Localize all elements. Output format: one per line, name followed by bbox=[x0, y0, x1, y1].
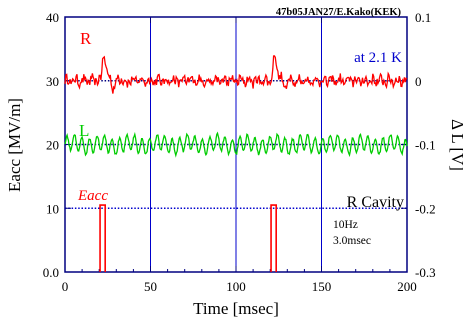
cavity-annotation: R Cavity bbox=[347, 194, 404, 211]
y-axis-title-right: Δ L [V] bbox=[448, 119, 463, 171]
temperature-annotation: at 2.1 K bbox=[354, 50, 402, 66]
y-tick-label-right: 0 bbox=[415, 74, 422, 89]
tick-layer: 0 50 100 150 200 0.0 10 20 30 40 -0.3 -0.2 -0.1 0 0.1 bbox=[43, 10, 436, 294]
y-tick-label-right: -0.1 bbox=[415, 138, 436, 153]
y-tick-label-left: 10 bbox=[46, 201, 59, 216]
series-label-r: R bbox=[80, 29, 92, 48]
series-label-eacc: Eacc bbox=[77, 188, 108, 204]
x-axis-title: Time [msec] bbox=[193, 299, 279, 318]
y-tick-label-left: 40 bbox=[46, 10, 59, 25]
stamp-label: 47b05JAN27/E.Kako(KEK) bbox=[276, 7, 402, 18]
rep-rate-annotation: 10Hz bbox=[333, 219, 358, 231]
x-tick-label: 50 bbox=[144, 279, 157, 294]
y-tick-label-left: 30 bbox=[46, 74, 59, 89]
x-tick-label: 200 bbox=[397, 279, 417, 294]
series-eacc-pulse bbox=[99, 204, 106, 272]
series-label-l: L bbox=[79, 121, 89, 140]
x-tick-label: 0 bbox=[62, 279, 69, 294]
y-tick-label-right: -0.2 bbox=[415, 201, 436, 216]
y-axis-title-left: Eacc [MV/m] bbox=[5, 98, 24, 192]
y-tick-label-right: 0.1 bbox=[415, 10, 431, 25]
series-r-line bbox=[64, 55, 408, 94]
x-tick-label: 100 bbox=[226, 279, 246, 294]
y-tick-label-right: -0.3 bbox=[415, 265, 436, 280]
x-tick-label: 150 bbox=[312, 279, 332, 294]
series-eacc-pulse bbox=[270, 204, 277, 272]
series-l-line bbox=[64, 131, 408, 158]
series-layer bbox=[64, 55, 408, 272]
pulse-width-annotation: 3.0msec bbox=[333, 235, 371, 247]
y-tick-label-left: 0.0 bbox=[43, 265, 59, 280]
y-tick-label-left: 20 bbox=[46, 138, 59, 153]
